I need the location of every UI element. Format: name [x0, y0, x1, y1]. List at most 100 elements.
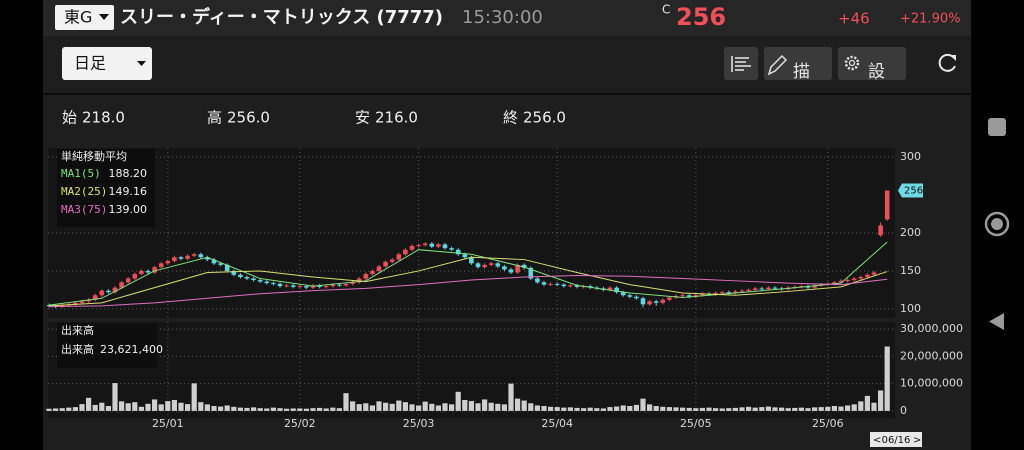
candle-body	[376, 266, 382, 271]
legend-name: MA3(75)	[61, 203, 107, 216]
volume-bar	[336, 408, 342, 411]
legend-name: MA2(25)	[61, 185, 107, 198]
volume-bar	[534, 405, 540, 411]
volume-bar	[838, 406, 844, 411]
draw-button[interactable]	[764, 47, 832, 80]
volume-bar	[614, 406, 620, 411]
candle-body	[574, 285, 580, 287]
candle-body	[759, 288, 765, 290]
candle-body	[667, 297, 672, 300]
period-select[interactable]	[62, 47, 152, 80]
volume-bar	[46, 408, 52, 411]
candle-body	[607, 287, 613, 290]
volume-bar	[752, 407, 758, 411]
list-icon	[731, 56, 751, 72]
candle-body	[746, 289, 751, 291]
ohlc-value: 216.0	[375, 109, 418, 127]
volume-bar	[264, 408, 270, 411]
indicator-button[interactable]	[724, 47, 758, 80]
legend-title: 単純移動平均	[61, 149, 127, 163]
legend-name: 出来高	[61, 342, 94, 356]
chart-layer: 始 218.0 高 256.0 安 216.0 終 256.0 100 150 200 300 単純移動…	[46, 109, 963, 447]
y-tick-label: 200	[900, 226, 921, 239]
candle-body	[172, 257, 177, 262]
volume-bar	[402, 402, 408, 411]
candle-body	[845, 280, 850, 282]
volume-bar	[699, 407, 705, 411]
volume-bar	[99, 402, 105, 411]
back-button[interactable]	[989, 313, 1004, 330]
candle-body	[59, 305, 65, 307]
volume-bar	[878, 390, 884, 411]
volume-bar	[660, 406, 666, 411]
volume-bar	[442, 403, 448, 411]
volume-bar	[59, 408, 65, 411]
candle-body	[205, 257, 210, 260]
candle-body	[119, 282, 124, 288]
volume-bar	[845, 405, 851, 411]
volume-bar	[488, 402, 494, 411]
candle-body	[198, 254, 204, 258]
y-tick-label: 20,000,000	[900, 349, 963, 362]
ohlc-value: 218.0	[82, 109, 125, 127]
volume-bar	[719, 408, 725, 411]
candle-body	[178, 257, 184, 259]
candle-body	[640, 298, 646, 305]
recents-button[interactable]	[988, 118, 1006, 136]
ohlc-label: 終	[503, 109, 518, 127]
legend-box	[57, 149, 155, 227]
volume-bar	[739, 407, 745, 411]
candle-body	[541, 282, 547, 285]
market-label: 東G	[64, 8, 92, 27]
settings-button[interactable]	[838, 47, 906, 80]
volume-bar	[435, 405, 441, 411]
volume-bar	[746, 406, 752, 411]
legend-value: 139.00	[109, 203, 148, 216]
volume-bar	[884, 346, 890, 411]
volume-bar	[449, 404, 455, 411]
candle-body	[548, 283, 553, 285]
candle-body	[508, 269, 514, 273]
candle-body	[218, 263, 223, 265]
volume-bar	[277, 408, 283, 411]
candle-body	[462, 254, 468, 258]
candle-body	[297, 286, 303, 288]
volume-bar	[785, 408, 791, 411]
candle-body	[145, 270, 151, 273]
candle-body	[403, 249, 408, 255]
volume-bar	[409, 404, 415, 411]
cursor-prev: <	[873, 435, 881, 446]
draw-label: 描画	[789, 62, 810, 96]
volume-bar	[356, 404, 362, 411]
volume-bar	[211, 406, 217, 411]
volume-bar	[317, 407, 323, 411]
y-tick-label: 30,000,000	[900, 322, 963, 335]
volume-bar	[640, 398, 646, 411]
volume-bar	[125, 403, 131, 411]
candle-body	[832, 282, 837, 284]
market-select[interactable]	[55, 5, 114, 30]
volume-bar	[798, 407, 804, 411]
volume-bar	[191, 383, 197, 411]
candle-body	[396, 254, 402, 260]
candle-body	[422, 243, 428, 246]
refresh-arrow	[950, 55, 956, 61]
volume-bar	[389, 403, 395, 411]
volume-bar	[680, 407, 686, 411]
price-tag	[898, 183, 923, 198]
price-change-pct: +21.90%	[900, 12, 960, 27]
volume-bar	[831, 406, 837, 411]
volume-bar	[165, 401, 171, 411]
volume-bar	[86, 397, 92, 411]
pencil-icon	[767, 54, 788, 76]
candle-body	[231, 270, 237, 275]
candle-body	[502, 266, 507, 270]
home-button[interactable]	[984, 211, 1010, 237]
volume-bar	[330, 407, 336, 411]
candle-body	[561, 284, 567, 287]
refresh-icon[interactable]	[938, 53, 956, 72]
volume-bar	[772, 407, 778, 411]
candle-body	[317, 285, 322, 287]
candle-body	[185, 255, 190, 259]
candle-body	[442, 244, 448, 249]
